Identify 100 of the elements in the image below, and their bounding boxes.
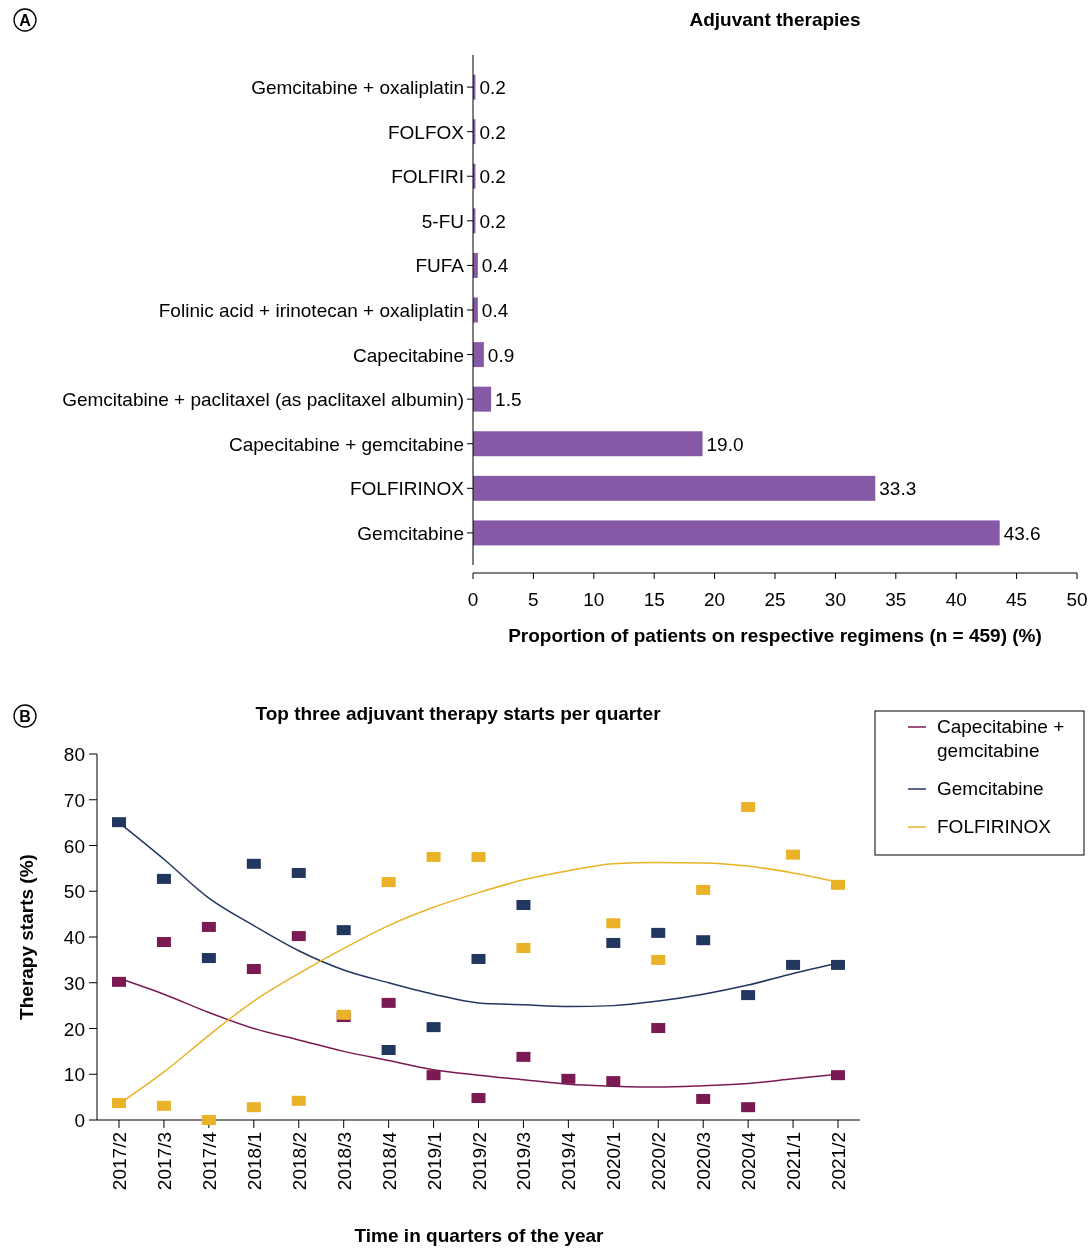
x-tick-label: 2021/2 [828, 1132, 849, 1191]
y-tick-label: 40 [63, 927, 85, 948]
y-tick-label: FOLFIRINOX [349, 478, 465, 500]
x-tick-label: 2019/2 [468, 1132, 490, 1191]
point [741, 1102, 756, 1113]
data-label: 0.2 [479, 77, 506, 99]
point [741, 990, 756, 1001]
y-tick-label: 20 [63, 1018, 85, 1040]
y-tick-label: 50 [63, 881, 85, 903]
point [831, 959, 845, 970]
text: A [19, 12, 32, 29]
x-axis-title: Proportion of patients on respective regimens (n = 459) (%) [508, 625, 1042, 646]
y-tick-label: Capecitabine + gemcitabine [228, 433, 464, 455]
legend-label: Gemcitabine [937, 778, 1044, 799]
x-tick-label: 2017/2 [109, 1132, 130, 1191]
x-tick-label: 20 [704, 589, 726, 610]
point [651, 927, 666, 938]
x-tick-label: 2019/1 [423, 1132, 445, 1191]
data-label: 0.2 [479, 166, 506, 188]
y-tick-label: FOLFOX [387, 121, 465, 143]
x-tick-label: 2018/3 [333, 1132, 355, 1191]
x-tick-label: 25 [764, 589, 786, 610]
y-tick-label: FOLFIRI [391, 166, 464, 188]
point [201, 953, 216, 964]
y-tick-label: 0 [74, 1110, 85, 1131]
point [606, 918, 621, 929]
x-tick-label: 2020/4 [738, 1131, 760, 1191]
data-label: 33.3 [879, 478, 917, 500]
point [246, 1102, 261, 1113]
x-axis-title: Time in quarters of the year [354, 1225, 605, 1246]
point [112, 817, 126, 828]
x-tick-label: 40 [945, 589, 967, 610]
x-tick-label: 2020/2 [648, 1132, 670, 1191]
y-tick-label: Gemcitabine [357, 522, 464, 544]
x-tick-label: 2020/1 [603, 1132, 625, 1191]
data-label: 19.0 [706, 433, 744, 455]
x-tick-label: 15 [643, 589, 665, 610]
legend-label: Capecitabine + gemcitabine [937, 716, 1065, 761]
point [381, 997, 396, 1008]
point [516, 899, 531, 910]
point [606, 937, 621, 948]
point [246, 964, 261, 975]
y-axis-title: Therapy starts (%) [16, 854, 37, 1020]
point [786, 959, 801, 970]
y-tick-label: Gemcitabine + oxaliplatin [251, 77, 464, 99]
x-tick-label: 2020/3 [693, 1132, 715, 1191]
x-tick-label: 2017/3 [153, 1132, 175, 1191]
point [696, 884, 711, 895]
y-tick-label: FUFA [415, 255, 465, 277]
y-tick-label: 30 [63, 972, 85, 994]
x-tick-label: 2019/3 [513, 1132, 535, 1191]
point [831, 1070, 845, 1081]
y-tick-label: Gemcitabine + paclitaxel (as paclitaxel albumin) [62, 389, 464, 411]
y-tick-label: 10 [63, 1064, 85, 1086]
point [426, 1070, 441, 1081]
bar [473, 475, 876, 501]
point [291, 867, 306, 878]
point [291, 1095, 306, 1106]
chart-title: Adjuvant therapies [689, 9, 861, 30]
point [156, 873, 171, 884]
point [831, 879, 845, 890]
point [201, 921, 216, 932]
point [651, 954, 666, 965]
legend-label: FOLFIRINOX [937, 816, 1052, 837]
data-label: 0.4 [481, 300, 509, 321]
x-tick-label: 2018/1 [243, 1132, 265, 1191]
point [471, 953, 486, 964]
point [246, 858, 261, 869]
x-tick-label: 45 [1006, 589, 1028, 610]
point [606, 1076, 621, 1087]
point [741, 802, 756, 813]
x-tick-label: 35 [885, 589, 907, 610]
data-label: 0.2 [479, 210, 506, 232]
x-tick-label: 50 [1066, 589, 1088, 610]
data-label: 0.4 [481, 255, 509, 277]
bar [473, 520, 1000, 546]
y-tick-label: 60 [63, 835, 85, 857]
x-tick-label: 2019/4 [558, 1131, 580, 1191]
bar [473, 342, 484, 368]
point [471, 1093, 486, 1104]
point [651, 1023, 666, 1034]
data-label: 43.6 [1003, 522, 1041, 544]
point [696, 1093, 711, 1104]
point [336, 925, 351, 936]
point [516, 1051, 531, 1062]
point [381, 877, 396, 888]
x-tick-label: 0 [467, 589, 479, 610]
y-tick-label: 5-FU [421, 210, 464, 232]
point [156, 937, 171, 948]
point [426, 851, 441, 862]
bar [473, 386, 492, 412]
text: B [19, 708, 31, 725]
point [696, 935, 711, 946]
point [426, 1022, 441, 1033]
x-tick-label: 2018/2 [288, 1132, 310, 1191]
point [786, 849, 801, 860]
y-tick-label: 70 [63, 789, 85, 811]
point [112, 976, 126, 987]
y-tick-label: Capecitabine [353, 344, 464, 366]
chart-title: Top three adjuvant therapy starts per quarter [255, 703, 662, 724]
